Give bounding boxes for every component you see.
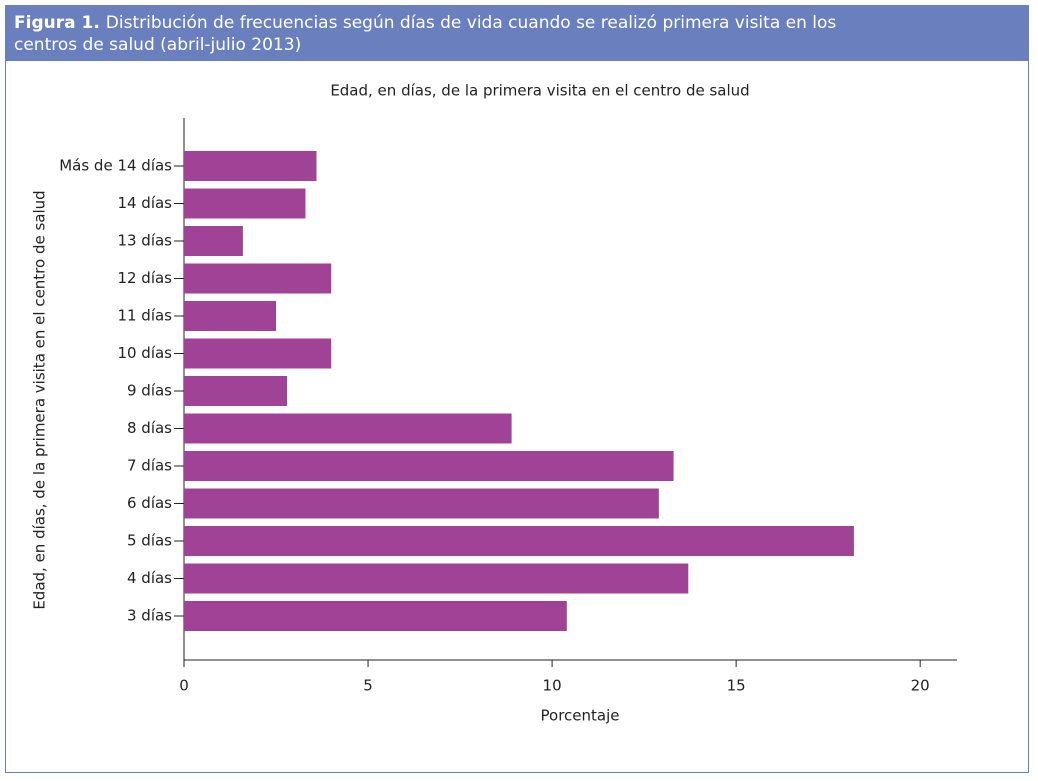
- x-tick-label: 0: [179, 677, 189, 695]
- bar: [184, 151, 317, 181]
- x-tick-label: 20: [911, 677, 930, 695]
- x-tick-label: 15: [727, 677, 746, 695]
- bar: [184, 376, 288, 406]
- bar: [184, 451, 674, 481]
- x-axis-label: Porcentaje: [541, 707, 620, 725]
- y-tick-label: 13 días: [117, 232, 172, 250]
- y-tick-label: 7 días: [127, 457, 172, 475]
- bar: [184, 226, 243, 256]
- y-tick-label: 14 días: [117, 194, 172, 212]
- figure-title: Distribución de frecuencias según días d…: [14, 13, 837, 55]
- y-tick-label: 10 días: [117, 344, 172, 362]
- y-tick-label: 11 días: [117, 307, 172, 325]
- y-axis-label: Edad, en días, de la primera visita en e…: [31, 190, 49, 609]
- bar: [184, 263, 332, 294]
- figure-header: Figura 1. Distribución de frecuencias seg…: [6, 6, 1028, 61]
- bar: [184, 526, 854, 556]
- x-tick-label: 10: [543, 677, 562, 695]
- y-tick-label: 12 días: [117, 269, 172, 287]
- bar: [184, 488, 659, 519]
- x-tick-label: 5: [363, 677, 373, 695]
- y-tick-label: 6 días: [127, 494, 172, 512]
- bar: [184, 413, 512, 444]
- y-tick-label: 4 días: [127, 569, 172, 587]
- bar: [184, 563, 689, 594]
- bar: [184, 601, 567, 631]
- y-tick-label: 8 días: [127, 419, 172, 437]
- bar: [184, 188, 306, 219]
- y-tick-label: Más de 14 días: [59, 157, 172, 175]
- bar: [184, 338, 332, 369]
- y-tick-label: 9 días: [127, 382, 172, 400]
- y-tick-label: 3 días: [127, 607, 172, 625]
- bar: [184, 301, 277, 331]
- chart-title: Edad, en días, de la primera visita en e…: [330, 82, 749, 100]
- figure-label: Figura 1.: [14, 13, 100, 33]
- figure-frame: Figura 1. Distribución de frecuencias seg…: [5, 5, 1029, 773]
- y-tick-label: 5 días: [127, 532, 172, 550]
